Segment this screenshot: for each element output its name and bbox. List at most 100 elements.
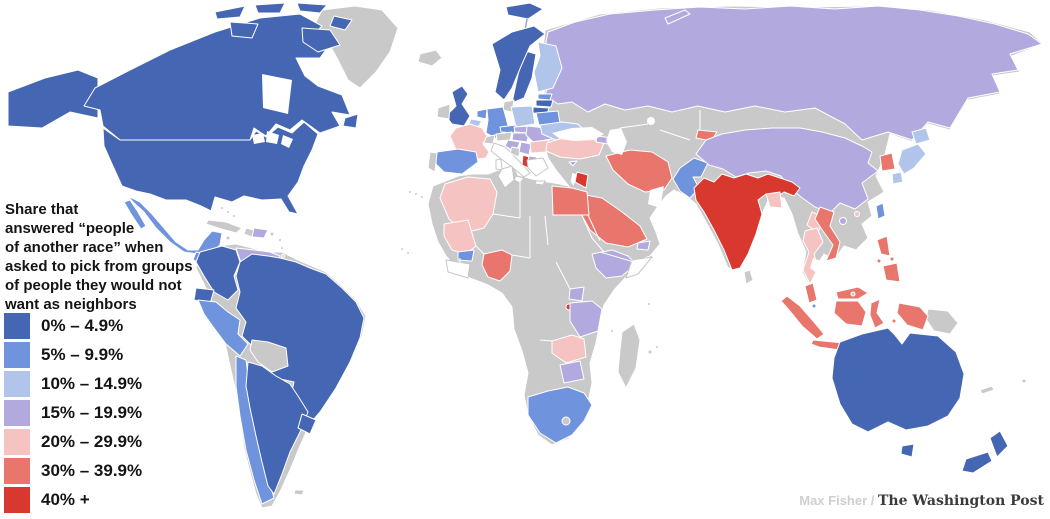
- legend-swatch-30-39: [4, 458, 30, 484]
- country-india: [693, 173, 801, 271]
- country-jordan: [574, 171, 589, 189]
- country-algeria: [439, 176, 498, 234]
- legend-item: 40% +: [4, 487, 142, 513]
- gulf-of-thailand: [810, 258, 823, 274]
- svalbard: [505, 2, 544, 20]
- canadian-arctic-islands: [214, 2, 353, 53]
- country-portugal: [427, 151, 438, 173]
- country-russia: [543, 5, 1043, 141]
- country-colombia: [195, 245, 241, 301]
- legend-label: 5% – 9.9%: [41, 345, 124, 364]
- tasmania: [900, 443, 915, 458]
- country-bulgaria: [529, 139, 550, 154]
- atlantic-islands: [400, 190, 424, 255]
- legend-title: Share that answered “people of another r…: [5, 201, 193, 313]
- country-madagascar: [617, 323, 641, 389]
- legend-swatch-15-19: [4, 400, 30, 426]
- country-norway: [491, 25, 546, 101]
- country-netherlands: [476, 108, 488, 120]
- aral-sea: [647, 117, 655, 125]
- legend: 0% – 4.9% 5% – 9.9% 10% – 14.9% 15% – 19…: [4, 313, 142, 516]
- country-brunei: [850, 291, 856, 297]
- country-egypt: [551, 185, 590, 216]
- country-israel: [569, 171, 578, 188]
- country-iran: [605, 149, 673, 193]
- novaya-zemlya: [664, 9, 691, 25]
- country-new-zealand: [961, 430, 1009, 474]
- legend-item: 0% – 4.9%: [4, 313, 142, 339]
- country-bangladesh: [765, 191, 783, 209]
- country-austria: [495, 131, 513, 142]
- country-nigeria: [481, 249, 513, 282]
- country-burkina-faso: [457, 249, 475, 262]
- country-ireland: [436, 103, 451, 120]
- country-peru: [197, 299, 249, 357]
- legend-item: 10% – 14.9%: [4, 371, 142, 397]
- country-greece: [526, 157, 549, 186]
- country-somalia: [625, 256, 653, 279]
- country-papua-new-guinea: [925, 308, 959, 335]
- legend-swatch-0-4: [4, 313, 30, 339]
- country-serbia: [518, 141, 532, 156]
- country-thailand: [802, 227, 824, 285]
- country-czech-republic: [499, 124, 517, 134]
- new-caledonia: [979, 385, 995, 395]
- country-hungary: [511, 132, 530, 143]
- fiji: [1021, 378, 1027, 384]
- no-data-internal-borders: [459, 110, 701, 342]
- country-dominican-republic: [251, 227, 269, 239]
- legend-swatch-40-plus: [4, 487, 30, 513]
- legend-label: 0% – 4.9%: [41, 316, 124, 335]
- hainan-island: [839, 217, 847, 225]
- country-china: [695, 127, 879, 214]
- legend-label: 10% – 14.9%: [41, 374, 143, 393]
- country-australia: [831, 327, 965, 433]
- legend-item: 20% – 29.9%: [4, 429, 142, 455]
- country-argentina: [245, 361, 309, 495]
- country-tanzania: [569, 300, 603, 338]
- country-japan: [891, 127, 931, 185]
- country-alaska: [7, 69, 99, 129]
- legend-label: 15% – 19.9%: [41, 403, 143, 422]
- bahamas-islands: [220, 206, 236, 218]
- country-bolivia: [249, 339, 289, 373]
- great-lakes: [252, 131, 293, 148]
- country-cuba: [205, 219, 243, 234]
- credit-author: Max Fisher: [799, 493, 868, 508]
- country-mexico: [123, 195, 223, 255]
- country-sri-lanka: [743, 269, 754, 285]
- country-uruguay: [297, 413, 317, 435]
- country-indonesia: [780, 295, 929, 359]
- country-taiwan: [875, 202, 886, 220]
- country-south-korea: [879, 152, 896, 172]
- legend-item: 15% – 19.9%: [4, 400, 142, 426]
- newfoundland: [342, 113, 359, 129]
- country-singapore: [811, 303, 817, 309]
- falkland-islands: [293, 489, 305, 496]
- legend-swatch-20-29: [4, 429, 30, 455]
- country-brazil: [235, 253, 365, 428]
- legend-swatch-5-9: [4, 342, 30, 368]
- country-philippines: [876, 235, 901, 283]
- credit-separator: /: [867, 493, 878, 508]
- legend-item: 5% – 9.9%: [4, 342, 142, 368]
- region-ghana-ivory-coast: [445, 259, 471, 279]
- country-finland: [533, 41, 563, 93]
- black-sea: [552, 127, 604, 141]
- country-cyprus: [568, 160, 578, 167]
- hong-kong: [854, 211, 860, 217]
- country-tunisia: [497, 165, 515, 189]
- credit-publication: The Washington Post: [878, 493, 1044, 509]
- country-pakistan: [672, 157, 709, 199]
- indian-ocean-islands: [610, 302, 659, 355]
- country-south-africa: [527, 386, 593, 444]
- legend-label: 30% – 39.9%: [41, 461, 143, 480]
- hudson-bay: [262, 74, 292, 114]
- persian-gulf: [648, 186, 664, 208]
- country-lesotho: [561, 416, 571, 426]
- legend-label: 40% +: [41, 490, 90, 509]
- country-malaysia: [804, 282, 869, 304]
- legend-item: 30% – 39.9%: [4, 458, 142, 484]
- country-uae: [636, 240, 651, 251]
